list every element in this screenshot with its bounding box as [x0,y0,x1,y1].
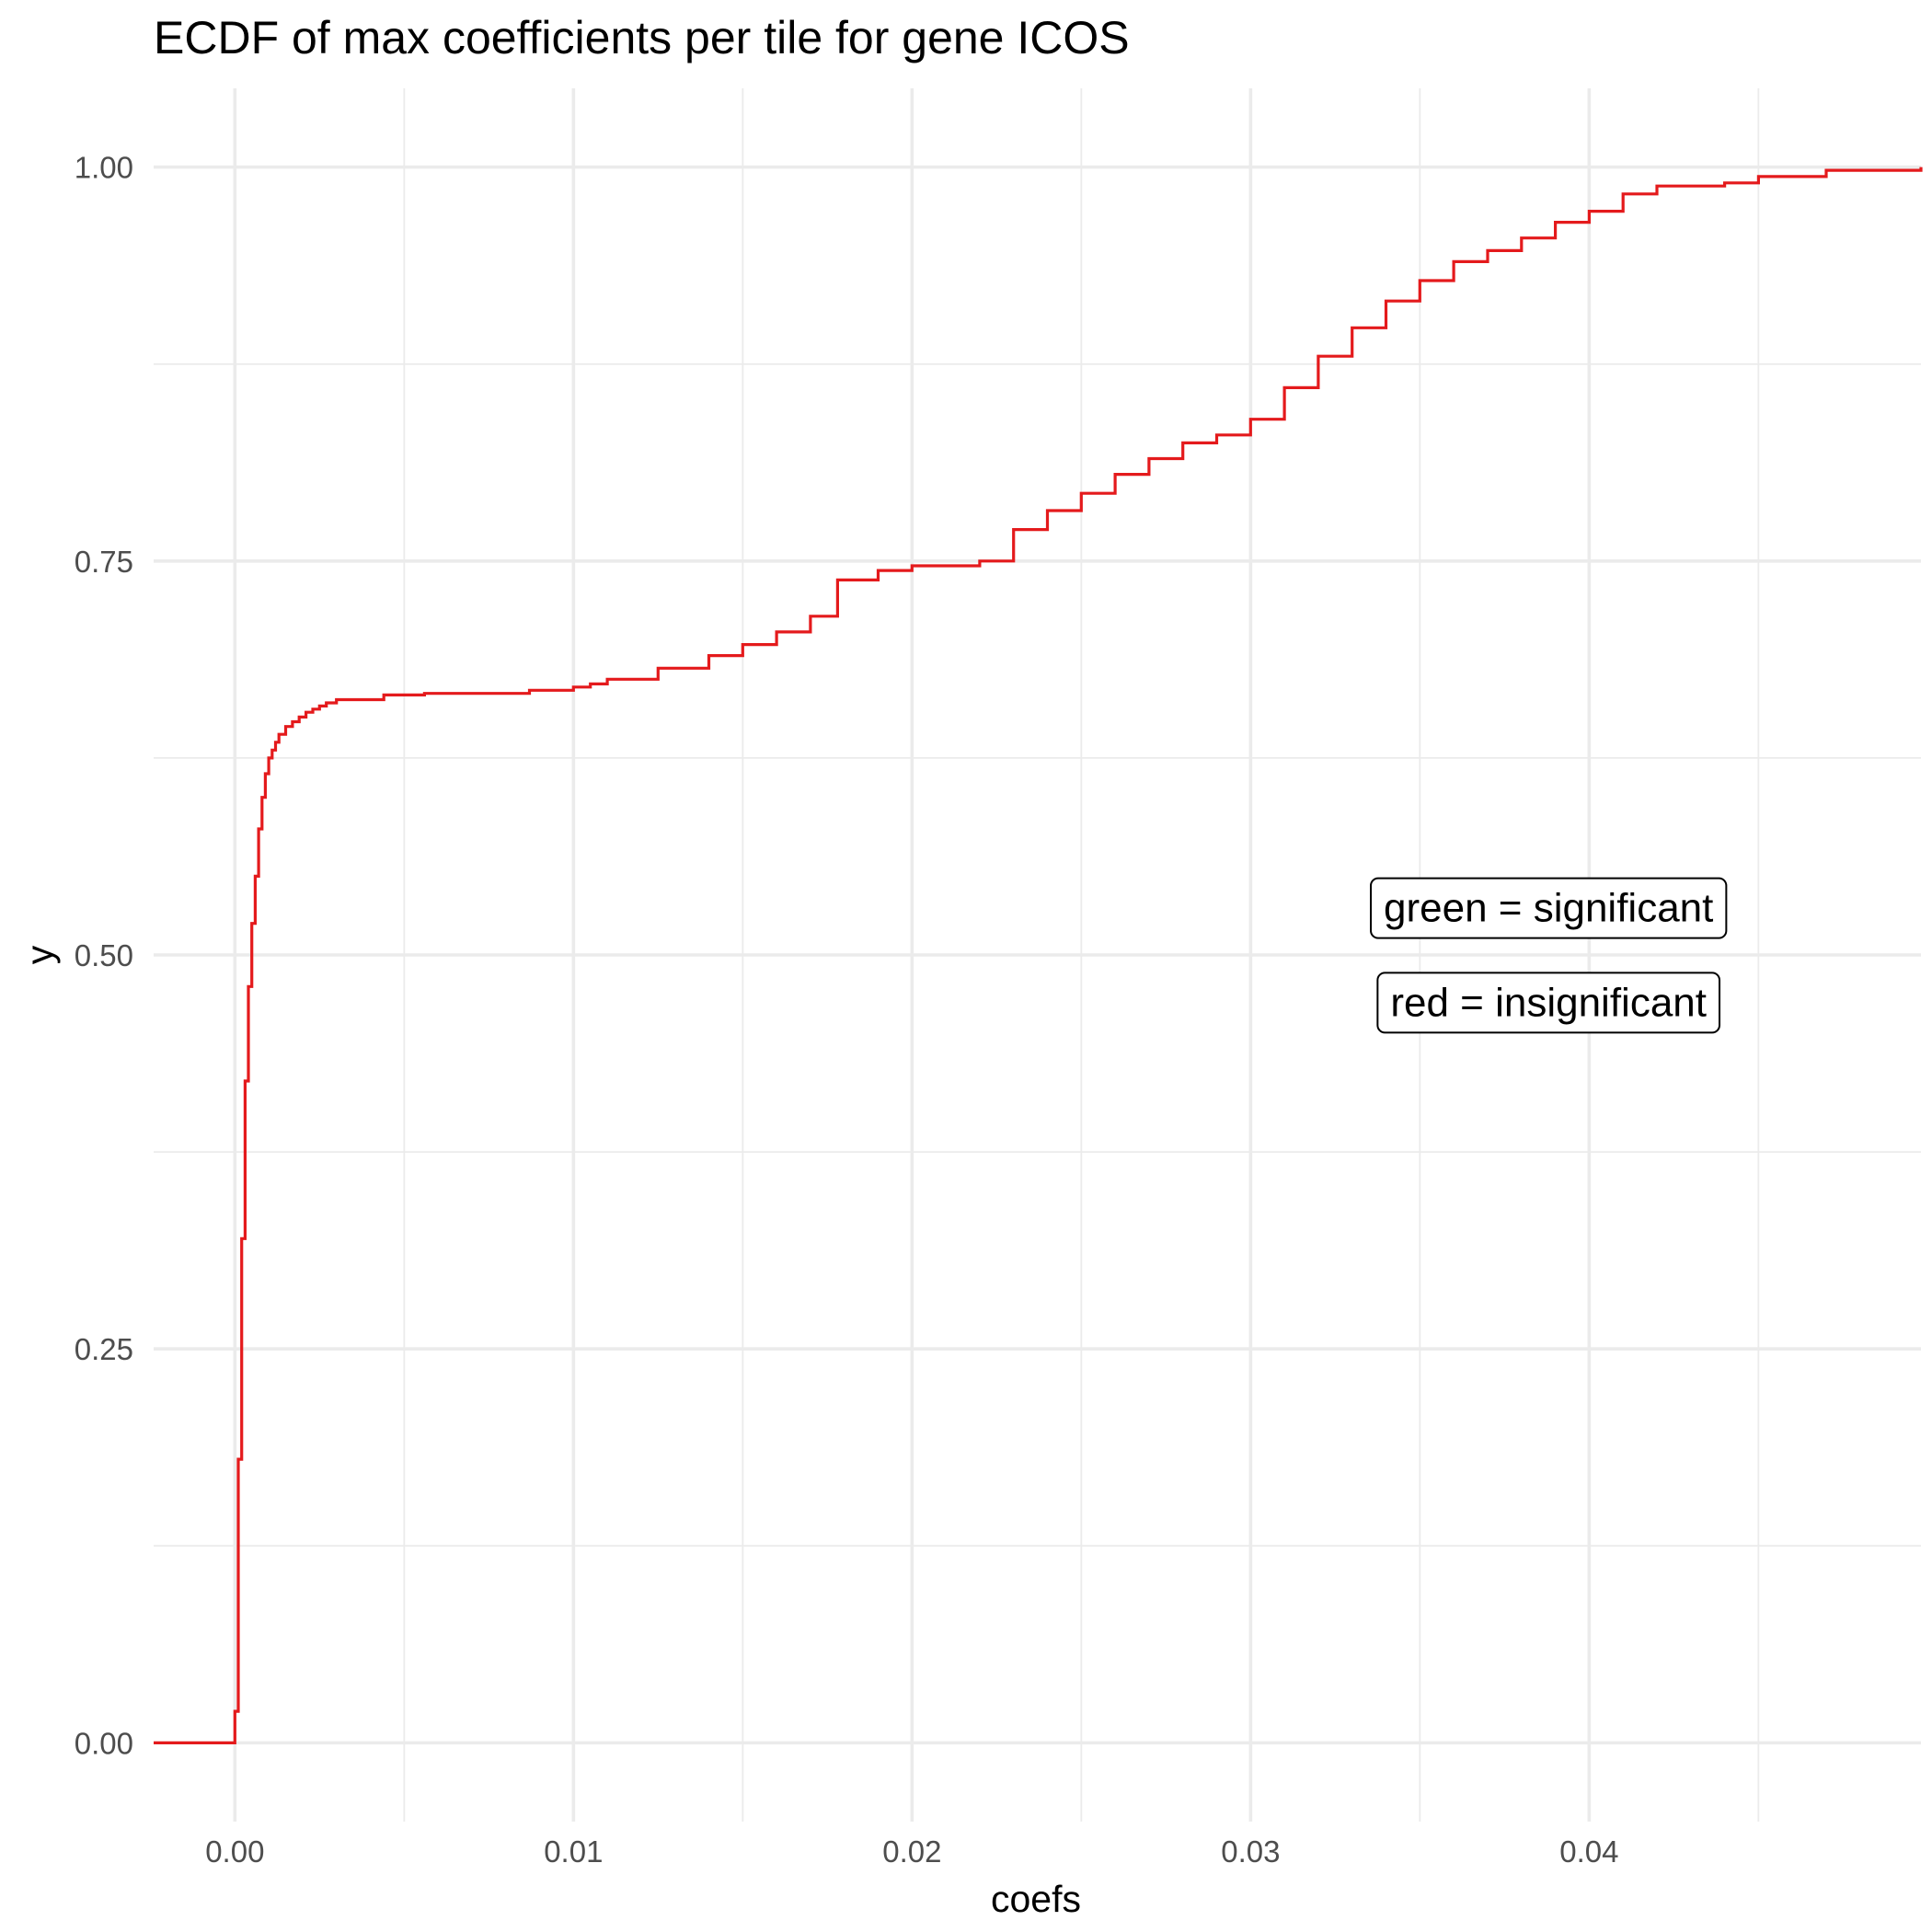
x-tick-label: 0.04 [1559,1834,1618,1869]
x-tick-label: 0.03 [1221,1834,1280,1869]
annotation-label: green = significant [1384,886,1713,931]
y-tick-label: 0.50 [75,938,133,972]
annotation-insignificant: red = insignificant [1376,972,1721,1034]
x-tick-label: 0.01 [544,1834,603,1869]
annotation-box [1376,972,1721,1034]
chart-title: ECDF of max coefficients per tile for ge… [154,12,1130,63]
y-axis-title: y [18,945,61,964]
grid-layer [154,88,1921,1822]
y-tick-label: 0.00 [75,1726,133,1760]
y-tick-label: 0.75 [75,545,133,579]
y-tick-label: 0.25 [75,1332,133,1366]
series-layer [154,167,1923,1744]
ecdf-series-line [154,167,1923,1744]
x-axis-title: coefs [991,1878,1081,1920]
annotation-label: red = insignificant [1390,980,1707,1025]
x-tick-label: 0.00 [205,1834,264,1869]
annotation-layer: green = significant red = insignificant [1370,877,1728,1034]
x-tick-label: 0.02 [882,1834,941,1869]
annotation-significant: green = significant [1370,877,1728,939]
annotation-box [1370,877,1728,939]
y-tick-label: 1.00 [75,151,133,185]
tick-layer: 0.00 0.01 0.02 0.03 0.04 0.00 0.25 0.50 0.75 1.00 [75,151,1619,1869]
